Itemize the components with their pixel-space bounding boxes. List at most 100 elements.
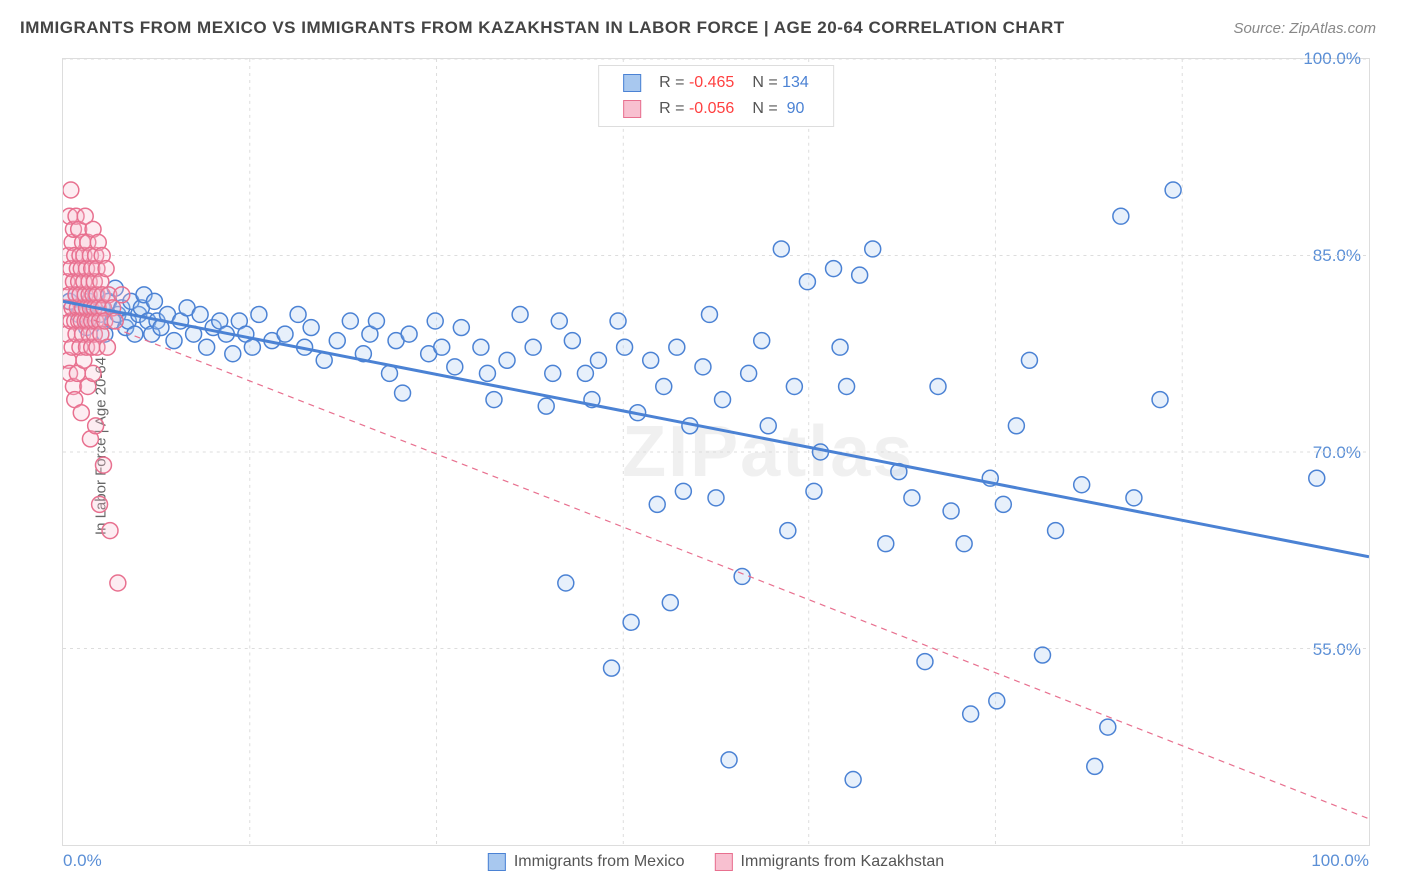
data-point (63, 182, 79, 198)
stats-row-1: R = -0.465 N = 134 (623, 70, 809, 96)
data-point (107, 313, 123, 329)
data-point (943, 503, 959, 519)
data-point (1165, 182, 1181, 198)
data-point (701, 306, 717, 322)
data-point (1035, 647, 1051, 663)
data-point (525, 339, 541, 355)
data-point (617, 339, 633, 355)
data-point (904, 490, 920, 506)
data-point (799, 274, 815, 290)
data-point (917, 654, 933, 670)
legend-label: Immigrants from Kazakhstan (741, 853, 945, 871)
legend-item-mexico: Immigrants from Mexico (488, 853, 685, 871)
data-point (590, 352, 606, 368)
data-point (1008, 418, 1024, 434)
source-label: Source: ZipAtlas.com (1233, 20, 1376, 37)
data-point (786, 379, 802, 395)
data-point (839, 379, 855, 395)
data-point (92, 496, 108, 512)
chart-title: IMMIGRANTS FROM MEXICO VS IMMIGRANTS FRO… (20, 18, 1065, 38)
data-point (453, 320, 469, 336)
data-point (244, 339, 260, 355)
data-point (558, 575, 574, 591)
data-point (1152, 392, 1168, 408)
data-point (878, 536, 894, 552)
data-point (930, 379, 946, 395)
data-point (1126, 490, 1142, 506)
plot-area: ZIPatlas R = -0.465 N = 134 R = -0.056 N… (62, 58, 1370, 846)
data-point (277, 326, 293, 342)
data-point (649, 496, 665, 512)
data-point (577, 365, 593, 381)
data-point (1074, 477, 1090, 493)
data-point (447, 359, 463, 375)
data-point (486, 392, 502, 408)
data-point (1048, 523, 1064, 539)
data-point (865, 241, 881, 257)
data-point (963, 706, 979, 722)
n-value-2: 90 (787, 100, 805, 117)
data-point (669, 339, 685, 355)
data-point (512, 306, 528, 322)
data-point (473, 339, 489, 355)
data-point (199, 339, 215, 355)
chart-svg (63, 59, 1369, 845)
data-point (114, 287, 130, 303)
swatch-mexico-icon (488, 853, 506, 871)
stats-legend: R = -0.465 N = 134 R = -0.056 N = 90 (598, 65, 834, 127)
data-point (956, 536, 972, 552)
data-point (427, 313, 443, 329)
series-legend: Immigrants from Mexico Immigrants from K… (488, 853, 944, 871)
x-tick-max: 100.0% (1311, 851, 1369, 871)
data-point (401, 326, 417, 342)
data-point (643, 352, 659, 368)
data-point (329, 333, 345, 349)
data-point (545, 365, 561, 381)
trend-line (63, 308, 1369, 819)
data-point (741, 365, 757, 381)
data-point (395, 385, 411, 401)
x-tick-min: 0.0% (63, 851, 102, 871)
chart-container: IMMIGRANTS FROM MEXICO VS IMMIGRANTS FRO… (0, 0, 1406, 892)
data-point (342, 313, 358, 329)
data-point (610, 313, 626, 329)
swatch-kazakhstan-icon (623, 100, 641, 118)
data-point (88, 418, 104, 434)
data-point (780, 523, 796, 539)
data-point (604, 660, 620, 676)
data-point (251, 306, 267, 322)
data-point (1087, 758, 1103, 774)
trend-line (63, 301, 1369, 556)
data-point (192, 306, 208, 322)
data-point (98, 261, 114, 277)
r-value-2: -0.056 (689, 100, 734, 117)
data-point (538, 398, 554, 414)
data-point (290, 306, 306, 322)
data-point (1100, 719, 1116, 735)
data-point (662, 595, 678, 611)
data-point (225, 346, 241, 362)
data-point (110, 575, 126, 591)
data-point (734, 568, 750, 584)
r-value-1: -0.465 (689, 74, 734, 91)
data-point (715, 392, 731, 408)
data-point (721, 752, 737, 768)
data-point (368, 313, 384, 329)
legend-item-kazakhstan: Immigrants from Kazakhstan (715, 853, 945, 871)
data-point (845, 772, 861, 788)
data-point (826, 261, 842, 277)
data-point (806, 483, 822, 499)
data-point (99, 339, 115, 355)
data-point (760, 418, 776, 434)
data-point (1113, 208, 1129, 224)
data-point (85, 365, 101, 381)
data-point (675, 483, 691, 499)
data-point (995, 496, 1011, 512)
data-point (773, 241, 789, 257)
data-point (623, 614, 639, 630)
data-point (695, 359, 711, 375)
data-point (656, 379, 672, 395)
data-point (95, 457, 111, 473)
legend-label: Immigrants from Mexico (514, 853, 685, 871)
data-point (73, 405, 89, 421)
